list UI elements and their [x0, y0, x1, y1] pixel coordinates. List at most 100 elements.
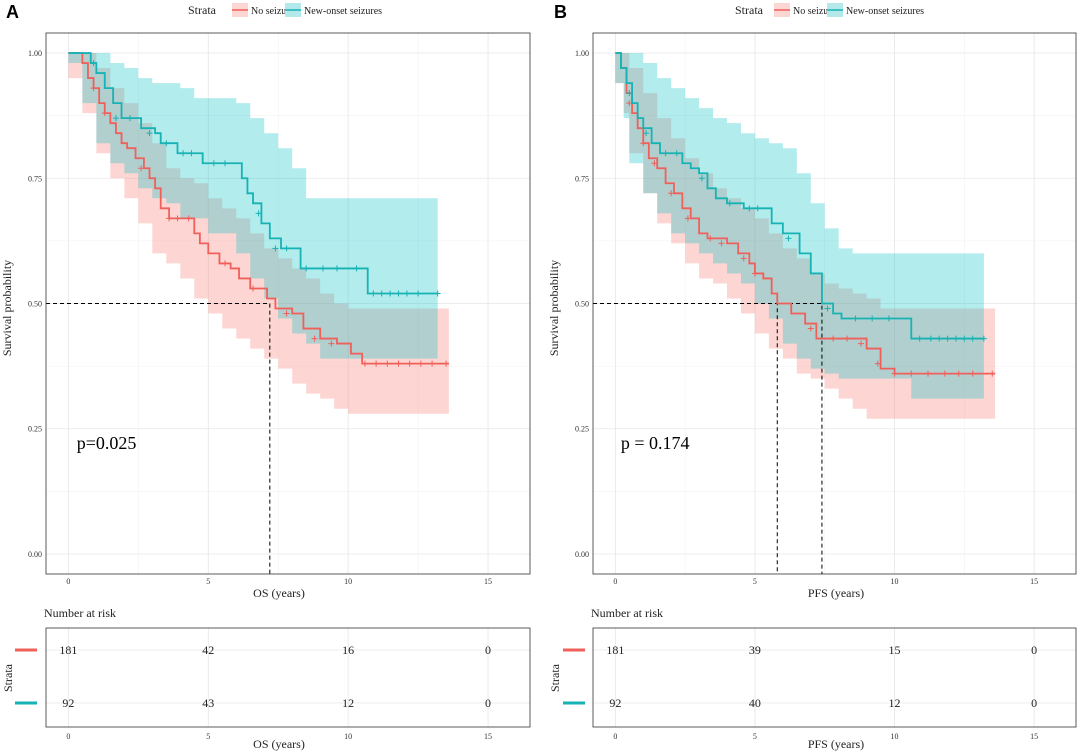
- censor-mark-new-onset: [980, 335, 987, 342]
- censor-mark-no-seizures: [373, 360, 380, 367]
- censor-mark-new-onset: [852, 315, 859, 322]
- risk-count-new-onset: 12: [342, 696, 354, 710]
- risk-x-tick-label: 0: [66, 732, 70, 741]
- censor-mark-new-onset: [126, 115, 133, 122]
- censor-mark-no-seizures: [406, 360, 413, 367]
- risk-x-tick-label: 5: [753, 732, 757, 741]
- censor-mark-no-seizures: [941, 370, 948, 377]
- censor-mark-no-seizures: [807, 325, 814, 332]
- censor-mark-new-onset: [146, 130, 153, 137]
- risk-table-strata-label: Strata: [1, 663, 15, 692]
- x-tick-label: 0: [66, 577, 70, 586]
- y-tick-label: 0.00: [28, 550, 42, 559]
- y-axis-title: Survival probability: [547, 260, 561, 356]
- x-tick-label: 15: [1030, 577, 1038, 586]
- risk-x-tick-label: 10: [344, 732, 352, 741]
- censor-mark-no-seizures: [311, 335, 318, 342]
- censor-mark-no-seizures: [283, 310, 290, 317]
- risk-table: Number at risk Strata OS (years) 181 42 16…: [1, 606, 531, 751]
- y-axis-title: Survival probability: [0, 260, 14, 356]
- risk-count-no-seizures: 181: [59, 643, 77, 657]
- risk-count-no-seizures: 16: [342, 643, 354, 657]
- censor-mark-no-seizures: [668, 190, 675, 197]
- censor-mark-new-onset: [272, 245, 279, 252]
- censor-mark-no-seizures: [90, 85, 97, 92]
- risk-x-tick-label: 0: [613, 732, 617, 741]
- risk-count-no-seizures: 42: [202, 643, 214, 657]
- censor-mark-new-onset: [222, 160, 229, 167]
- censor-mark-new-onset: [180, 150, 187, 157]
- risk-count-no-seizures: 39: [749, 643, 761, 657]
- x-tick-label: 10: [344, 577, 352, 586]
- censor-mark-new-onset: [662, 150, 669, 157]
- censor-mark-no-seizures: [166, 215, 173, 222]
- censor-mark-no-seizures: [874, 360, 881, 367]
- censor-mark-new-onset: [726, 200, 733, 207]
- censor-mark-new-onset: [333, 265, 340, 272]
- censor-mark-new-onset: [824, 305, 831, 312]
- censor-mark-no-seizures: [844, 335, 851, 342]
- censor-mark-no-seizures: [429, 360, 436, 367]
- risk-table-x-title: PFS (years): [808, 737, 864, 751]
- y-tick-label: 0.50: [28, 300, 42, 309]
- censor-mark-new-onset: [698, 175, 705, 182]
- legend-item-no-seizures: No seizures: [774, 3, 840, 17]
- censor-mark-new-onset: [353, 265, 360, 272]
- plot-border: [592, 32, 1077, 575]
- risk-count-new-onset: 92: [609, 696, 621, 710]
- risk-x-tick-label: 15: [484, 732, 492, 741]
- censor-mark-new-onset: [961, 335, 968, 342]
- risk-table: Number at risk Strata PFS (years) 181 39 1…: [548, 606, 1077, 751]
- panel-a: A Strata No seizures New-onset seizures …: [0, 2, 531, 751]
- p-value: p = 0.174: [621, 433, 690, 453]
- risk-count-no-seizures: 0: [1031, 643, 1037, 657]
- censor-mark-no-seizures: [222, 260, 229, 267]
- survival-curve-new-onset: [615, 52, 984, 340]
- risk-table-border: [592, 627, 1077, 728]
- risk-count-no-seizures: 0: [485, 643, 491, 657]
- censor-mark-no-seizures: [651, 160, 658, 167]
- legend-label-no-seizures: No seizures: [251, 6, 298, 17]
- censor-mark-no-seizures: [740, 255, 747, 262]
- y-tick-label: 1.00: [575, 49, 589, 58]
- x-tick-label: 0: [613, 577, 617, 586]
- censor-mark-new-onset: [319, 265, 326, 272]
- y-tick-label: 1.00: [28, 49, 42, 58]
- risk-count-no-seizures: 181: [606, 643, 624, 657]
- risk-count-no-seizures: 15: [889, 643, 901, 657]
- legend-label-no-seizures: No seizures: [793, 6, 840, 17]
- risk-table-x-title: OS (years): [253, 737, 305, 751]
- censor-mark-no-seizures: [174, 215, 181, 222]
- censor-mark-no-seizures: [925, 370, 932, 377]
- censor-mark-no-seizures: [891, 370, 898, 377]
- risk-count-new-onset: 92: [62, 696, 74, 710]
- censor-mark-no-seizures: [640, 140, 647, 147]
- censor-mark-new-onset: [944, 335, 951, 342]
- censor-mark-new-onset: [303, 265, 310, 272]
- censor-mark-no-seizures: [707, 235, 714, 242]
- x-tick-label: 10: [891, 577, 899, 586]
- risk-table-strata-label: Strata: [548, 663, 562, 692]
- censor-mark-new-onset: [283, 245, 290, 252]
- legend-title: Strata: [188, 3, 217, 17]
- x-tick-label: 5: [206, 577, 210, 586]
- censor-mark-new-onset: [952, 335, 959, 342]
- x-axis-title: OS (years): [253, 586, 305, 600]
- survival-plot: 0.00 0.25 0.50 0.75 1.00 0 5 10 15 p = 0.174: [575, 32, 1077, 586]
- y-tick-label: 0.25: [28, 425, 42, 434]
- censor-mark-new-onset: [112, 115, 119, 122]
- y-tick-label: 0.25: [575, 425, 589, 434]
- censor-mark-no-seizures: [361, 360, 368, 367]
- legend-title: Strata: [735, 3, 764, 17]
- risk-count-new-onset: 0: [1031, 696, 1037, 710]
- censor-mark-new-onset: [885, 315, 892, 322]
- risk-count-new-onset: 40: [749, 696, 761, 710]
- panel-b: B Strata No seizures New-onset seizures …: [547, 2, 1077, 751]
- legend-item-no-seizures: No seizures: [232, 3, 298, 17]
- y-tick-label: 0.00: [575, 550, 589, 559]
- p-value: p=0.025: [77, 433, 137, 453]
- legend-item-new-onset: New-onset seizures: [827, 3, 924, 17]
- censor-mark-new-onset: [969, 335, 976, 342]
- risk-count-new-onset: 0: [485, 696, 491, 710]
- censor-mark-no-seizures: [101, 110, 108, 117]
